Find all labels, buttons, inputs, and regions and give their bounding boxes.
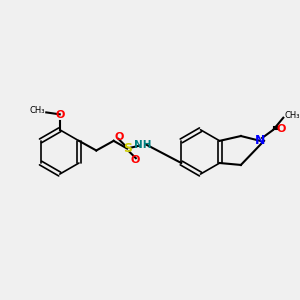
Text: O: O: [55, 110, 64, 120]
Text: O: O: [277, 124, 286, 134]
Text: CH₃: CH₃: [30, 106, 45, 115]
Text: S: S: [123, 142, 132, 155]
Text: N: N: [255, 134, 266, 147]
Text: O: O: [130, 155, 140, 165]
Text: CH₃: CH₃: [284, 111, 300, 120]
Text: NH: NH: [134, 140, 151, 150]
Text: O: O: [115, 132, 124, 142]
